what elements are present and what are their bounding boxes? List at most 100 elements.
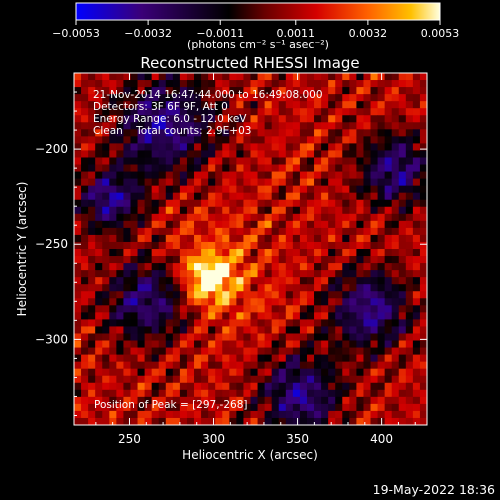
heatmap-cell — [172, 234, 181, 243]
heatmap-cell — [208, 129, 216, 137]
heatmap-cell — [116, 178, 124, 187]
colorbar-tick-label: 0.0032 — [349, 27, 388, 40]
heatmap-cell — [95, 178, 103, 187]
heatmap-cell — [328, 382, 336, 391]
heatmap-cell — [88, 284, 96, 292]
heatmap-cell — [419, 340, 427, 348]
heatmap-cell — [384, 164, 393, 172]
heatmap-cell — [116, 375, 124, 384]
heatmap-cell — [123, 101, 131, 109]
heatmap-cell — [398, 199, 407, 208]
heatmap-cell — [328, 347, 336, 355]
heatmap-cell — [321, 417, 329, 425]
heatmap-cell — [165, 319, 174, 327]
heatmap-cell — [137, 305, 145, 313]
heatmap-cell — [391, 87, 400, 95]
heatmap-cell — [335, 171, 343, 179]
heatmap-cell — [137, 417, 145, 425]
heatmap-cell — [229, 115, 237, 123]
heatmap-cell — [271, 206, 280, 215]
heatmap-cell — [123, 150, 131, 158]
heatmap-cell — [165, 375, 174, 384]
heatmap-cell — [215, 108, 223, 116]
heatmap-cell — [349, 80, 357, 88]
heatmap-cell — [137, 73, 145, 81]
heatmap-cell — [109, 143, 117, 151]
heatmap-cell — [215, 417, 223, 425]
heatmap-cell — [405, 326, 414, 334]
heatmap-cell — [215, 256, 223, 264]
heatmap-cell — [292, 122, 301, 130]
heatmap-cell — [405, 157, 414, 165]
heatmap-cell — [208, 249, 216, 257]
heatmap-cell — [208, 150, 216, 158]
heatmap-cell — [306, 108, 315, 116]
heatmap-cell — [314, 326, 322, 334]
heatmap-cell — [151, 241, 160, 250]
heatmap-cell — [349, 277, 357, 285]
heatmap-cell — [335, 234, 343, 243]
heatmap-cell — [116, 382, 124, 391]
heatmap-cell — [349, 312, 357, 320]
heatmap-cell — [236, 213, 244, 222]
heatmap-cell — [102, 171, 110, 179]
heatmap-cell — [384, 333, 393, 341]
heatmap-cell — [165, 305, 174, 313]
heatmap-cell — [236, 389, 244, 398]
heatmap-cell — [123, 263, 131, 271]
heatmap-cell — [384, 94, 393, 102]
heatmap-cell — [74, 333, 82, 341]
heatmap-cell — [363, 241, 371, 250]
heatmap-cell — [356, 347, 364, 355]
heatmap-cell — [363, 249, 371, 257]
heatmap-cell — [236, 277, 244, 285]
heatmap-cell — [194, 333, 202, 341]
heatmap-cell — [186, 108, 195, 116]
heatmap-cell — [405, 270, 414, 278]
heatmap-cell — [144, 396, 153, 405]
heatmap-cell — [314, 206, 322, 215]
heatmap-cell — [151, 277, 160, 285]
heatmap-cell — [306, 291, 315, 299]
heatmap-cell — [342, 305, 350, 313]
heatmap-cell — [95, 305, 103, 313]
heatmap-cell — [398, 354, 407, 363]
heatmap-cell — [201, 80, 209, 88]
heatmap-cell — [222, 136, 230, 144]
heatmap-cell — [342, 347, 350, 355]
heatmap-cell — [250, 249, 258, 257]
heatmap-cell — [130, 277, 138, 285]
heatmap-cell — [229, 361, 237, 370]
heatmap-cell — [321, 150, 329, 158]
heatmap-cell — [172, 213, 181, 222]
heatmap-cell — [335, 241, 343, 250]
heatmap-cell — [222, 319, 230, 327]
heatmap-cell — [314, 136, 322, 144]
heatmap-cell — [74, 389, 82, 398]
heatmap-cell — [405, 417, 414, 425]
heatmap-cell — [349, 115, 357, 123]
heatmap-cell — [158, 410, 167, 419]
heatmap-cell — [236, 164, 244, 172]
heatmap-cell — [102, 94, 110, 102]
heatmap-cell — [328, 178, 336, 187]
heatmap-cell — [299, 80, 308, 88]
heatmap-cell — [271, 270, 280, 278]
heatmap-cell — [419, 178, 427, 187]
heatmap-cell — [172, 94, 181, 102]
heatmap-cell — [165, 354, 174, 363]
heatmap-cell — [179, 382, 188, 391]
heatmap-cell — [95, 340, 103, 348]
heatmap-cell — [349, 227, 357, 236]
heatmap-cell — [363, 150, 371, 158]
heatmap-cell — [123, 382, 131, 391]
heatmap-cell — [243, 305, 251, 313]
heatmap-cell — [306, 270, 315, 278]
heatmap-cell — [243, 354, 251, 363]
heatmap-cell — [292, 213, 301, 222]
heatmap-cell — [137, 375, 145, 384]
heatmap-cell — [419, 122, 427, 130]
heatmap-cell — [306, 220, 315, 229]
heatmap-cell — [151, 115, 160, 123]
heatmap-cell — [144, 220, 153, 229]
